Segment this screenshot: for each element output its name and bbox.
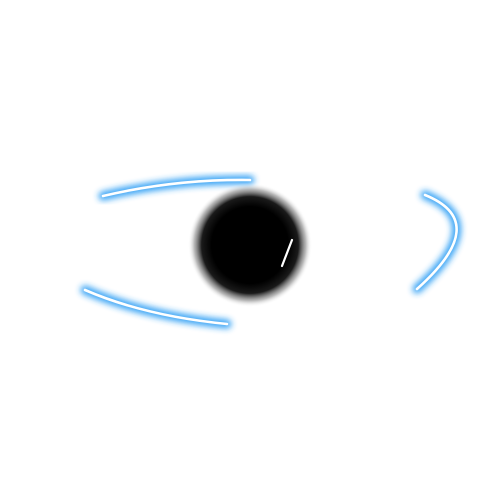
pupil-highlight xyxy=(280,238,294,268)
upper-lid-stroke xyxy=(98,175,255,201)
lower-lid-stroke xyxy=(80,285,232,329)
eye-corner-stroke xyxy=(412,190,462,294)
pupil xyxy=(188,183,312,307)
